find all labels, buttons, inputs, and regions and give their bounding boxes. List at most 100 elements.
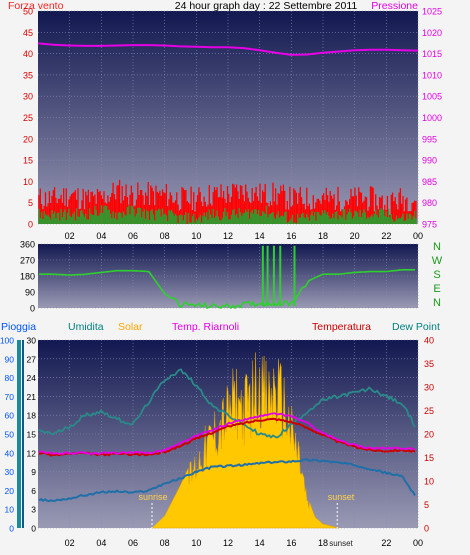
x-tick-label: 22 bbox=[381, 231, 391, 241]
x-tick-label: 02 bbox=[65, 231, 75, 241]
y-left-tick-label: 15 bbox=[23, 156, 33, 166]
left-axis-title: Forza vento bbox=[8, 0, 64, 12]
y-temp-tick-label: 25 bbox=[424, 406, 434, 416]
y-left-tick-label: 45 bbox=[23, 28, 33, 38]
x-tick-label: 10 bbox=[191, 538, 201, 548]
x-tick-label: 16 bbox=[286, 538, 296, 548]
y-right-tick-label: 980 bbox=[422, 198, 437, 208]
wind-direction-line bbox=[39, 269, 415, 310]
y-temp-tick-label: 40 bbox=[424, 336, 434, 346]
y-pioggia-tick-label: 90 bbox=[5, 354, 15, 364]
sunset-label: sunset bbox=[328, 492, 355, 502]
y-umidita-tick-label: 0 bbox=[31, 524, 36, 534]
x-tick-label: 08 bbox=[160, 231, 170, 241]
dew-point-line bbox=[38, 458, 416, 503]
y-tick-label: 270 bbox=[20, 256, 35, 266]
y-pioggia-tick-label: 50 bbox=[5, 430, 15, 440]
legend-temp-riarnoli: Temp. Riarnoli bbox=[172, 321, 239, 333]
compass-label: N bbox=[433, 297, 441, 309]
y-umidita-tick-label: 21 bbox=[27, 392, 37, 402]
legend-umidita: Umidita bbox=[68, 321, 104, 333]
y-right-tick-label: 1015 bbox=[422, 49, 442, 59]
legend-temperatura: Temperatura bbox=[312, 321, 371, 333]
x-tick-label: 18 bbox=[318, 231, 328, 241]
grid-lines bbox=[38, 10, 419, 529]
legend-dew-point: Dew Point bbox=[392, 321, 440, 333]
y-temp-tick-label: 0 bbox=[424, 524, 429, 534]
y-umidita-tick-label: 9 bbox=[31, 467, 36, 477]
y-left-tick-label: 30 bbox=[23, 92, 33, 102]
y-right-tick-label: 1025 bbox=[422, 7, 442, 17]
y-pioggia-tick-label: 20 bbox=[5, 486, 15, 496]
y-temp-tick-label: 10 bbox=[424, 477, 434, 487]
y-left-tick-label: 10 bbox=[23, 177, 33, 187]
y-pioggia-tick-label: 40 bbox=[5, 448, 15, 458]
y-left-tick-label: 20 bbox=[23, 134, 33, 144]
y-temp-tick-label: 5 bbox=[424, 500, 429, 510]
y-right-tick-label: 975 bbox=[422, 220, 437, 230]
y-temp-tick-label: 15 bbox=[424, 453, 434, 463]
x-tick-label: 12 bbox=[223, 231, 233, 241]
x-tick-label: 00 bbox=[413, 538, 423, 548]
y-umidita-tick-label: 3 bbox=[31, 505, 36, 515]
y-left-tick-label: 5 bbox=[28, 198, 33, 208]
temp-riarnoli-line bbox=[38, 412, 416, 455]
y-pioggia-tick-label: 80 bbox=[5, 373, 15, 383]
y-right-tick-label: 985 bbox=[422, 177, 437, 187]
y-right-tick-label: 1020 bbox=[422, 28, 442, 38]
y-left-tick-label: 40 bbox=[23, 49, 33, 59]
humidity-line bbox=[38, 368, 416, 439]
y-right-tick-label: 990 bbox=[422, 156, 437, 166]
y-umidita-tick-label: 30 bbox=[27, 336, 37, 346]
y-left-tick-label: 35 bbox=[23, 70, 33, 80]
x-tick-label: 06 bbox=[128, 538, 138, 548]
y-temp-tick-label: 35 bbox=[424, 359, 434, 369]
axis-labels: 0510152025303540455097598098599099510001… bbox=[0, 7, 443, 549]
temperatura-line bbox=[38, 417, 416, 457]
y-umidita-tick-label: 6 bbox=[31, 486, 36, 496]
x-tick-label: 02 bbox=[65, 538, 75, 548]
x-tick-label: 04 bbox=[96, 231, 106, 241]
x-tick-label: 00 bbox=[413, 231, 423, 241]
y-tick-label: 90 bbox=[25, 288, 35, 298]
right-axis-title: Pressione bbox=[371, 0, 418, 12]
data-marks bbox=[17, 42, 419, 529]
y-pioggia-tick-label: 60 bbox=[5, 411, 15, 421]
y-umidita-tick-label: 15 bbox=[27, 430, 37, 440]
x-tick-label: 10 bbox=[191, 231, 201, 241]
y-pioggia-tick-label: 70 bbox=[5, 392, 15, 402]
y-left-tick-label: 0 bbox=[28, 220, 33, 230]
y-pioggia-tick-label: 100 bbox=[0, 336, 14, 346]
y-pioggia-tick-label: 10 bbox=[5, 505, 15, 515]
x-tick-label: 14 bbox=[255, 231, 265, 241]
x-tick-label: 08 bbox=[160, 538, 170, 548]
y-umidita-tick-label: 24 bbox=[27, 373, 37, 383]
x-tick-label: 04 bbox=[96, 538, 106, 548]
y-temp-tick-label: 30 bbox=[424, 383, 434, 393]
y-right-tick-label: 1010 bbox=[422, 70, 442, 80]
y-umidita-tick-label: 12 bbox=[27, 448, 37, 458]
pressure-line bbox=[37, 42, 419, 56]
y-tick-label: 0 bbox=[30, 304, 35, 314]
chart-title: 24 hour graph day : 22 Settembre 2011 bbox=[175, 0, 358, 12]
x-tick-label: 20 bbox=[350, 231, 360, 241]
pioggia-axis-bar bbox=[17, 340, 21, 528]
x-tick-label: 12 bbox=[223, 538, 233, 548]
x-tick-label: 22 bbox=[381, 538, 391, 548]
y-pioggia-tick-label: 30 bbox=[5, 467, 15, 477]
compass-label: S bbox=[433, 269, 440, 281]
y-tick-label: 180 bbox=[20, 272, 35, 282]
y-umidita-tick-label: 18 bbox=[27, 411, 37, 421]
umidita-axis-bar bbox=[22, 340, 24, 528]
x-tick-label: 16 bbox=[286, 231, 296, 241]
sunset-tick-label: sunset bbox=[329, 539, 353, 548]
compass-label: W bbox=[432, 255, 443, 267]
y-right-tick-label: 1000 bbox=[422, 113, 442, 123]
y-left-tick-label: 50 bbox=[23, 7, 33, 17]
y-umidita-tick-label: 27 bbox=[27, 354, 37, 364]
y-left-tick-label: 25 bbox=[23, 113, 33, 123]
y-right-tick-label: 1005 bbox=[422, 92, 442, 102]
sunrise-label: sunrise bbox=[138, 492, 167, 502]
legend-solar: Solar bbox=[118, 321, 143, 333]
